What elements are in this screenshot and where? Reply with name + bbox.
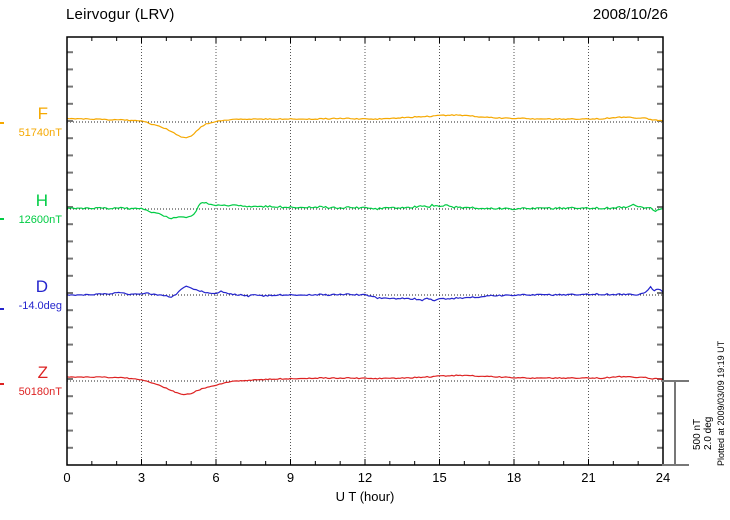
edge-marker-F bbox=[0, 122, 4, 124]
x-tick-label-15: 15 bbox=[432, 470, 447, 485]
edge-marker-Z bbox=[0, 383, 4, 385]
trace-F bbox=[66, 114, 664, 139]
scale-bar bbox=[662, 380, 689, 466]
channel-D-letter: D bbox=[35, 277, 48, 296]
plot-frame bbox=[66, 36, 664, 466]
scale-bar-nt-label: 500 nT bbox=[692, 418, 703, 450]
trace-H bbox=[66, 201, 664, 220]
scale-bar-labels: 500 nT 2.0 deg bbox=[692, 417, 714, 450]
channel-H-letter: H bbox=[35, 191, 48, 210]
trace-D bbox=[66, 285, 664, 302]
vertical-gridlines bbox=[141, 37, 589, 465]
channel-Z-value: 50180nT bbox=[18, 386, 62, 398]
x-tick-label-9: 9 bbox=[286, 470, 295, 485]
x-tick-label-21: 21 bbox=[581, 470, 596, 485]
edge-marker-H bbox=[0, 218, 4, 220]
x-tick-label-0: 0 bbox=[63, 470, 71, 485]
x-tick-label-24: 24 bbox=[655, 470, 671, 485]
channel-Z-letter: Z bbox=[37, 363, 48, 382]
channel-D-value: -14.0deg bbox=[18, 300, 62, 312]
channel-F-value: 51740nT bbox=[18, 127, 62, 139]
trace-Z bbox=[66, 374, 664, 396]
x-tick-label-3: 3 bbox=[137, 470, 146, 485]
plotted-at-note: Plotted at 2009/03/09 19:19 UT bbox=[716, 340, 726, 466]
x-tick-label-18: 18 bbox=[506, 470, 522, 485]
edge-marker-D bbox=[0, 308, 4, 310]
plot-date: 2008/10/26 bbox=[592, 6, 668, 23]
channel-H-value: 12600nT bbox=[18, 214, 62, 226]
amplitude-ticks bbox=[67, 51, 663, 449]
channel-F-letter: F bbox=[37, 104, 48, 123]
page-title: Leirvogur (LRV) bbox=[66, 6, 175, 23]
x-axis-label: U T (hour) bbox=[335, 489, 395, 504]
scale-bar-deg-label: 2.0 deg bbox=[703, 416, 714, 450]
x-tick-label-12: 12 bbox=[357, 470, 373, 485]
x-tick-label-6: 6 bbox=[212, 470, 220, 485]
